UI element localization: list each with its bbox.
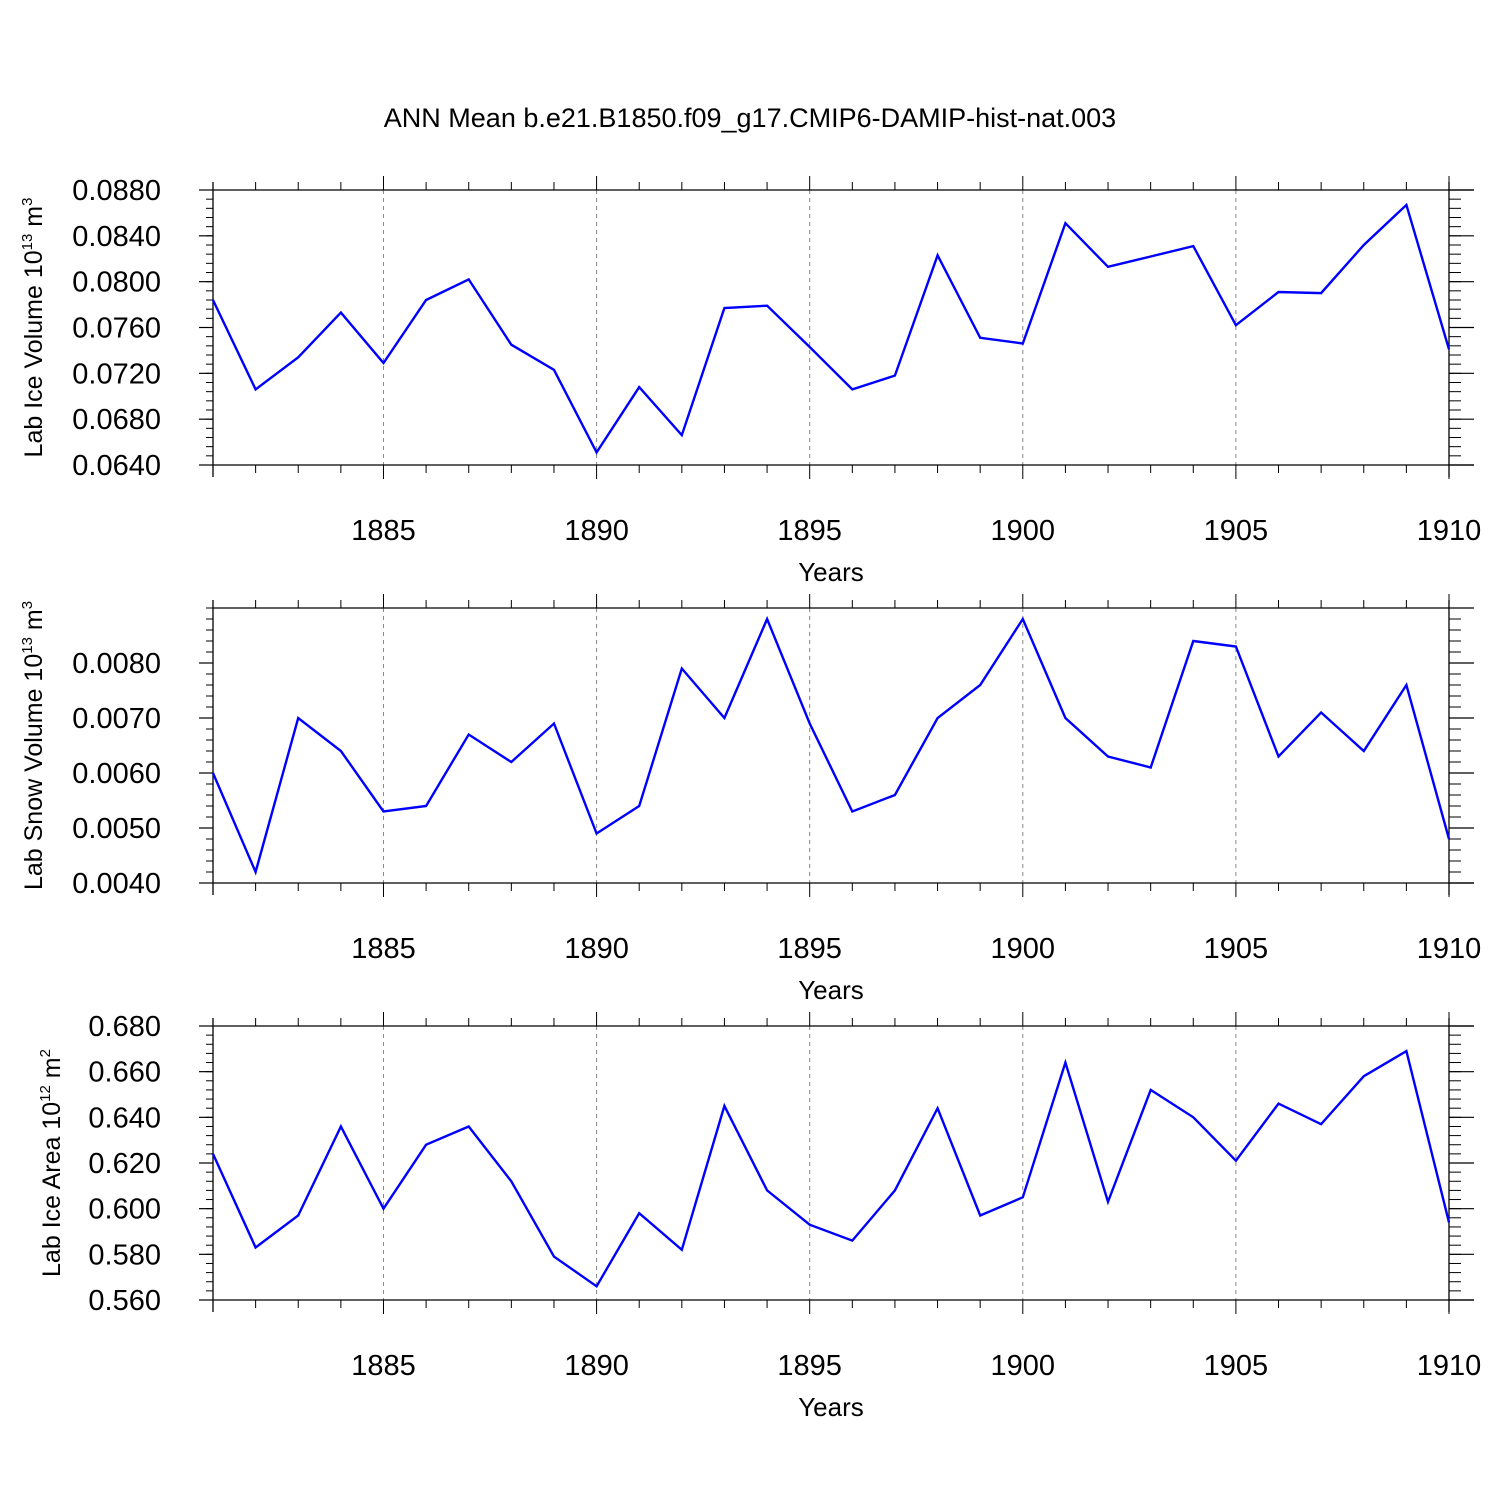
y-tick-label: 0.560 [88,1285,161,1317]
series-line [211,202,1451,455]
y-tick-label: 0.0070 [72,703,161,735]
y-axis-label: Lab Ice Volume 1013 m3 [19,198,48,458]
y-tick-label: 0.0060 [72,758,161,790]
y-tick-label: 0.580 [88,1239,161,1271]
x-tick-label: 1905 [1204,515,1269,547]
x-tick-label: 1895 [777,933,842,965]
y-axis-label: Lab Snow Volume 1013 m3 [19,601,48,890]
x-tick-label: 1910 [1417,1350,1482,1382]
x-tick-label: 1890 [564,933,629,965]
y-tick-label: 0.640 [88,1102,161,1134]
series-line [211,1049,1451,1289]
y-tick-label: 0.0840 [72,221,161,253]
y-tick-label: 0.0640 [72,450,161,482]
y-tick-label: 0.620 [88,1148,161,1180]
x-tick-label: 1900 [991,933,1056,965]
x-tick-label: 1885 [351,933,416,965]
y-tick-label: 0.680 [88,1011,161,1043]
panel-3: 1885 1890 1895 1900 1905 1910 0.560 0.580 0.600 0… [37,1011,1481,1422]
y-tick-label: 0.0050 [72,813,161,845]
x-tick-label: 1900 [991,1350,1056,1382]
x-tick-label: 1890 [564,1350,629,1382]
x-tick-label: 1910 [1417,515,1482,547]
panel-1: 1885 1890 1895 1900 1905 1910 0.0640 0.0680 0.07… [19,175,1481,587]
series-line [211,615,1451,876]
y-tick-label: 0.0080 [72,648,161,680]
x-tick-label: 1895 [777,1350,842,1382]
x-tick-label: 1885 [351,1350,416,1382]
y-tick-label: 0.0800 [72,267,161,299]
panels: 1885 1890 1895 1900 1905 1910 0.0640 0.0680 0.07… [19,175,1481,1422]
x-tick-label: 1905 [1204,933,1269,965]
x-tick-label: 1900 [991,515,1056,547]
x-tick-label: 1910 [1417,933,1482,965]
y-tick-label: 0.0880 [72,175,161,207]
x-axis-label: Years [798,557,864,587]
panel-2: 1885 1890 1895 1900 1905 1910 0.0040 0.0050 0.00… [19,594,1481,1005]
x-tick-label: 1890 [564,515,629,547]
y-tick-label: 0.0680 [72,404,161,436]
x-axis-label: Years [798,975,864,1005]
figure-title: ANN Mean b.e21.B1850.f09_g17.CMIP6-DAMIP… [384,103,1116,133]
y-tick-label: 0.660 [88,1057,161,1089]
x-tick-label: 1885 [351,515,416,547]
x-tick-label: 1895 [777,515,842,547]
x-axis-label: Years [798,1392,864,1422]
y-tick-label: 0.600 [88,1194,161,1226]
x-tick-label: 1905 [1204,1350,1269,1382]
y-tick-label: 0.0760 [72,313,161,345]
y-tick-label: 0.0720 [72,358,161,390]
y-tick-label: 0.0040 [72,868,161,900]
y-axis-label: Lab Ice Area 1012 m2 [37,1049,66,1277]
